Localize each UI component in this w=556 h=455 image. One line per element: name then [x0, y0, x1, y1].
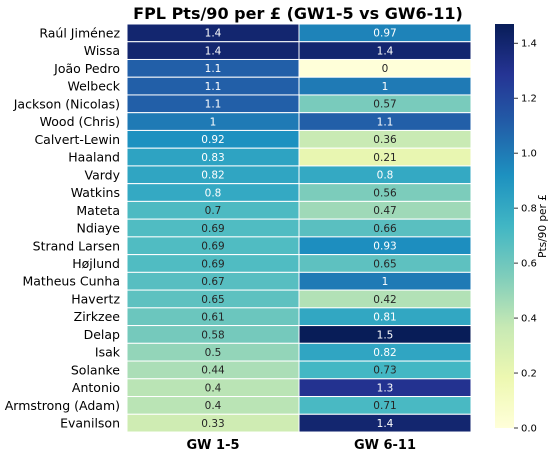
row-label: Wood (Chris) — [40, 114, 120, 129]
cell-value-label: 0.33 — [201, 418, 224, 430]
cell-value-label: 0.71 — [373, 400, 396, 412]
cell-value-label: 0.56 — [373, 187, 397, 199]
cell-value-label: 0.97 — [373, 28, 396, 40]
cell-value-label: 0.58 — [201, 329, 224, 341]
cell-value-label: 0.69 — [201, 223, 224, 235]
colorbar-tick-label: 0.8 — [521, 204, 537, 215]
row-label: Watkins — [71, 185, 120, 200]
cell-value-label: 1.5 — [377, 329, 394, 341]
cell-value-label: 0.5 — [205, 347, 222, 359]
row-label: Solanke — [71, 362, 120, 377]
row-label: Vardy — [85, 167, 121, 182]
row-label: Havertz — [71, 291, 120, 306]
row-label: Højlund — [72, 256, 120, 271]
cell-value-label: 0.82 — [373, 347, 396, 359]
cell-value-label: 1.4 — [205, 28, 222, 40]
cell-value-label: 0.67 — [201, 276, 224, 288]
cell-value-label: 0.42 — [373, 294, 396, 306]
cell-value-label: 1.4 — [377, 418, 394, 430]
row-label: Antonio — [72, 380, 120, 395]
row-label: Mateta — [76, 203, 120, 218]
row-label: Raúl Jiménez — [39, 25, 120, 40]
row-label: Isak — [95, 345, 121, 360]
cell-value-label: 0.66 — [373, 223, 397, 235]
cell-value-label: 0.92 — [201, 134, 224, 146]
cell-value-label: 0.8 — [377, 170, 394, 182]
row-label: Ndiaye — [76, 221, 120, 236]
cell-value-label: 0.73 — [373, 365, 396, 377]
row-label: Welbeck — [67, 79, 120, 94]
colorbar-tick-label: 0.4 — [521, 314, 537, 325]
cell-value-label: 1 — [382, 81, 389, 93]
column-label: GW 6-11 — [354, 438, 416, 453]
row-label: Jackson (Nicolas) — [13, 96, 120, 111]
row-label: Zirkzee — [74, 309, 121, 324]
cell-value-label: 0.4 — [205, 382, 222, 394]
cell-value-label: 1 — [382, 276, 389, 288]
cell-value-label: 1.1 — [205, 99, 222, 111]
heatmap-cell — [298, 413, 472, 433]
cell-value-label: 0 — [382, 63, 389, 75]
row-label: Evanilson — [60, 416, 120, 431]
cell-value-label: 0.65 — [201, 294, 224, 306]
row-labels: Raúl Jiménez Wissa João Pedro Welbeck Jackso… — [5, 25, 121, 430]
row-label: Haaland — [68, 150, 120, 165]
cell-value-label: 0.65 — [373, 258, 396, 270]
row-label: Strand Larsen — [33, 238, 120, 253]
column-label: GW 1-5 — [186, 438, 239, 453]
cell-value-label: 1.1 — [377, 116, 394, 128]
colorbar-tick-label: 0.2 — [521, 369, 537, 380]
cell-value-label: 1.1 — [205, 81, 222, 93]
cell-value-label: 1.4 — [205, 45, 222, 57]
cell-value-label: 0.21 — [373, 152, 396, 164]
colorbar-tick-label: 0.6 — [521, 259, 537, 270]
cell-value-label: 1.3 — [377, 382, 394, 394]
cell-value-label: 0.4 — [205, 400, 222, 412]
cell-value-label: 0.93 — [373, 241, 396, 253]
row-label: Armstrong (Adam) — [5, 398, 120, 413]
cell-value-label: 0.7 — [205, 205, 222, 217]
cell-value-label: 1.1 — [205, 63, 222, 75]
cell-value-label: 0.61 — [201, 312, 224, 324]
cell-value-label: 0.82 — [201, 170, 224, 182]
colorbar-tick-label: 1.0 — [521, 149, 537, 160]
row-label: João Pedro — [53, 61, 120, 76]
cell-value-label: 0.69 — [201, 241, 224, 253]
row-label: Matheus Cunha — [22, 274, 120, 289]
cell-value-label: 1.4 — [377, 45, 394, 57]
cell-value-label: 0.44 — [201, 365, 225, 377]
cell-value-label: 1 — [210, 116, 217, 128]
cell-value-label: 0.69 — [201, 258, 224, 270]
row-label: Delap — [84, 327, 120, 342]
cell-value-label: 0.83 — [201, 152, 224, 164]
column-labels: GW 1-5 GW 6-11 — [186, 438, 416, 453]
heatmap-cells: 1.4 0.97 1.4 1.4 1.1 0 1.1 1 1.1 0.57 1 1.1 0.92 0.36… — [126, 23, 472, 433]
colorbar-tick-label: 1.4 — [521, 39, 537, 50]
cell-value-label: 0.57 — [373, 99, 396, 111]
cell-value-label: 0.47 — [373, 205, 396, 217]
colorbar-tick-label: 1.2 — [521, 94, 537, 105]
row-label: Calvert-Lewin — [34, 132, 120, 147]
cell-value-label: 0.8 — [205, 187, 222, 199]
colorbar-gradient — [495, 24, 514, 428]
chart-title: FPL Pts/90 per £ (GW1-5 vs GW6-11) — [133, 4, 463, 23]
colorbar-tick-label: 0.0 — [521, 424, 537, 435]
colorbar: 0.0 0.2 0.4 0.6 0.8 1.0 1.2 1.4 Pts/90 per £ — [495, 24, 549, 435]
row-label: Wissa — [84, 43, 120, 58]
cell-value-label: 0.36 — [373, 134, 397, 146]
cell-value-label: 0.81 — [373, 312, 396, 324]
colorbar-label: Pts/90 per £ — [537, 194, 549, 258]
